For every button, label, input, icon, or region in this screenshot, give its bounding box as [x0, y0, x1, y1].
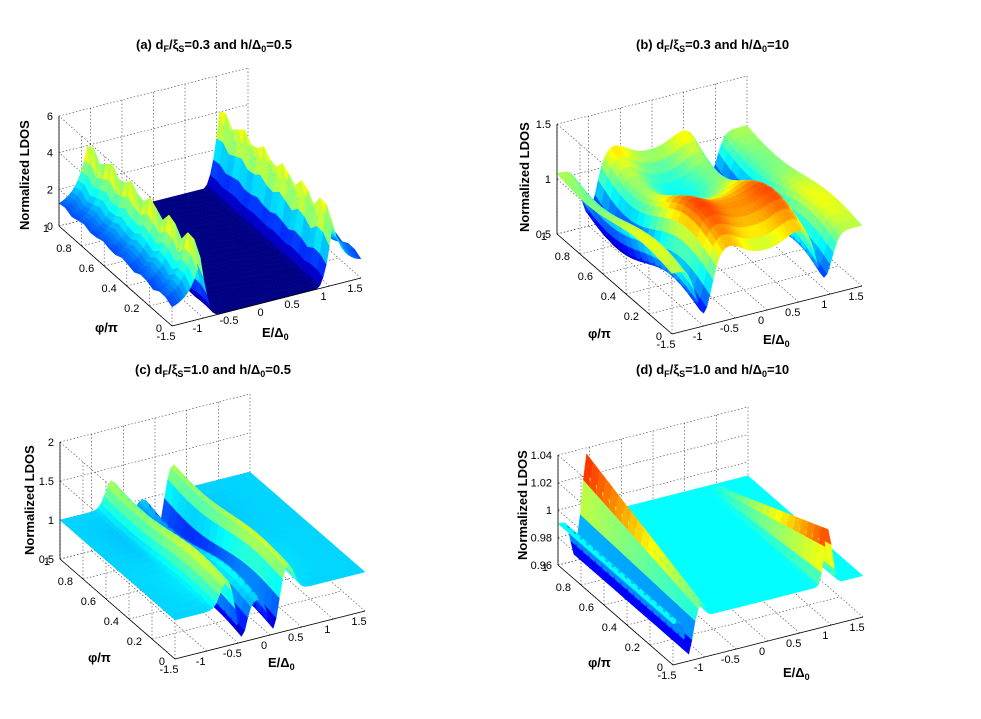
panel-a-title: (a) dF/ξS=0.3 and h/Δ0=0.5 — [136, 37, 292, 54]
panel-a-xlabel: E/Δ0 — [262, 325, 289, 342]
panel-c-xlabel: E/Δ0 — [268, 655, 295, 672]
x-tick-label: 1.5 — [347, 283, 362, 295]
y-tick-label: 0.8 — [556, 582, 571, 594]
z-tick-label: 1.04 — [531, 450, 552, 462]
y-tick-label: 0.4 — [104, 616, 119, 628]
y-tick-label: 0 — [156, 323, 162, 335]
x-tick-label: -1.5 — [657, 339, 676, 351]
panel-c-surface — [59, 464, 366, 637]
panel-b-zlabel: Normalized LDOS — [517, 122, 532, 232]
x-tick-label: 1.5 — [351, 616, 366, 628]
z-tick-label: 0.5 — [536, 229, 551, 241]
z-tick-label: 0.98 — [531, 533, 552, 545]
y-tick-label: 0.2 — [127, 636, 142, 648]
z-tick-label: 4 — [47, 148, 53, 160]
x-tick-label: -1 — [196, 656, 206, 668]
x-tick-label: 0 — [759, 646, 765, 658]
panel-c-zlabel: Normalized LDOS — [22, 445, 37, 555]
y-tick-label: 0.6 — [578, 271, 593, 283]
panel-d-plot: -1.5-1-0.500.511.500.20.40.60.810.960.98… — [531, 406, 865, 682]
z-tick-label: 2 — [47, 184, 53, 196]
x-tick-label: 0 — [261, 640, 267, 652]
z-tick-label: 1 — [48, 515, 54, 527]
y-tick-label: 0.4 — [601, 291, 616, 303]
z-tick-label: 1 — [546, 505, 552, 517]
x-tick-label: 1 — [320, 291, 326, 303]
z-tick-label: 0.96 — [531, 560, 552, 572]
x-tick-label: 0.5 — [786, 638, 801, 650]
y-tick-label: 0.2 — [624, 311, 639, 323]
x-tick-label: 0.5 — [284, 299, 299, 311]
panel-d-ylabel: φ/π — [588, 655, 611, 670]
y-tick-label: 0.8 — [58, 576, 73, 588]
z-tick-label: 0 — [47, 221, 53, 233]
z-tick-label: 6 — [47, 111, 53, 123]
panel-b-plot: -1.5-1-0.500.511.500.20.40.60.810.511.5 — [536, 75, 864, 351]
y-tick-label: 0.2 — [124, 303, 139, 315]
x-tick-label: 1 — [324, 624, 330, 636]
panel-a-ylabel: φ/π — [95, 320, 118, 335]
panel-b-ticks: -1.5-1-0.500.511.500.20.40.60.810.511.5 — [536, 119, 864, 351]
z-tick-label: 1.5 — [536, 119, 551, 131]
y-tick-label: 0.6 — [79, 263, 94, 275]
panel-b-title: (b) dF/ξS=0.3 and h/Δ0=10 — [636, 37, 790, 54]
y-tick-label: 0.8 — [555, 251, 570, 263]
x-tick-label: -0.5 — [721, 654, 740, 666]
panel-d-xlabel: E/Δ0 — [783, 665, 810, 682]
panel-a-axes — [58, 116, 362, 327]
y-tick-label: 0.2 — [625, 642, 640, 654]
y-tick-label: 0.8 — [56, 243, 71, 255]
surface-patch — [351, 248, 362, 260]
y-tick-label: 0.6 — [81, 596, 96, 608]
z-tick-label: 2 — [48, 437, 54, 449]
y-tick-label: 0 — [159, 656, 165, 668]
y-tick-label: 0.6 — [579, 602, 594, 614]
x-tick-label: 1.5 — [848, 291, 863, 303]
panel-d-zlabel: Normalized LDOS — [515, 450, 530, 560]
x-tick-label: -1.5 — [157, 331, 176, 343]
z-tick-label: 0.5 — [39, 554, 54, 566]
z-tick-label: 1.5 — [39, 476, 54, 488]
y-tick-label: 1 — [43, 223, 49, 235]
panel-c-title: (c) dF/ξS=1.0 and h/Δ0=0.5 — [135, 362, 291, 379]
panel-b-surface — [556, 125, 863, 314]
x-tick-label: -1 — [193, 323, 203, 335]
x-tick-label: -1 — [693, 331, 703, 343]
panel-a-surface — [58, 111, 362, 315]
x-tick-label: 0 — [758, 315, 764, 327]
panel-b-axes — [556, 124, 863, 335]
panel-d-title: (d) dF/ξS=1.0 and h/Δ0=10 — [636, 362, 790, 379]
x-tick-label: -0.5 — [720, 323, 739, 335]
y-tick-label: 0 — [657, 662, 663, 674]
y-tick-label: 0.4 — [602, 622, 617, 634]
panel-c-plot: -1.5-1-0.500.511.500.20.40.60.810.511.52 — [39, 393, 367, 676]
x-tick-label: -1 — [694, 662, 704, 674]
y-tick-label: 0.4 — [102, 283, 117, 295]
x-tick-label: 1 — [821, 299, 827, 311]
panel-a-zlabel: Normalized LDOS — [17, 120, 32, 230]
x-tick-label: 0.5 — [785, 307, 800, 319]
panel-c-ylabel: φ/π — [88, 650, 111, 665]
panel-b-xlabel: E/Δ0 — [763, 332, 790, 349]
y-tick-label: 0 — [656, 331, 662, 343]
x-tick-label: 0 — [257, 307, 263, 319]
panel-b-ylabel: φ/π — [588, 326, 611, 341]
x-tick-label: 1 — [822, 630, 828, 642]
x-tick-label: -0.5 — [220, 315, 239, 327]
x-tick-label: -0.5 — [223, 648, 242, 660]
x-tick-label: 0.5 — [288, 632, 303, 644]
surface-patch — [852, 218, 863, 227]
z-tick-label: 1 — [545, 174, 551, 186]
x-tick-label: 1.5 — [849, 622, 864, 634]
y-tick-label: 1 — [541, 231, 547, 243]
z-tick-label: 1.02 — [531, 478, 552, 490]
